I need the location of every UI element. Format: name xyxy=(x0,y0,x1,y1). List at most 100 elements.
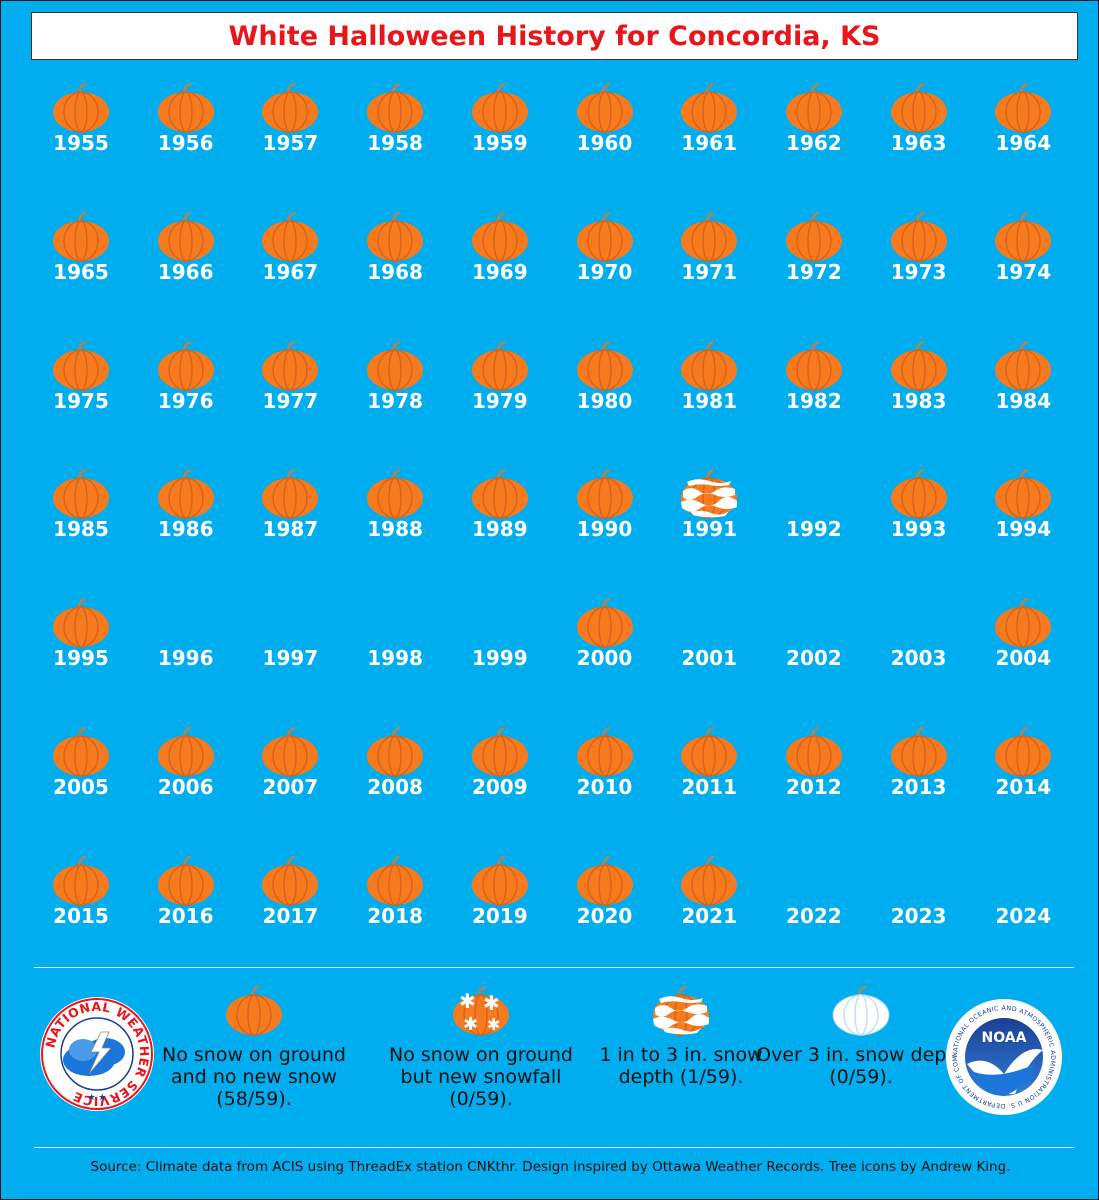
year-cell: 2002 xyxy=(764,598,864,708)
year-label: 1969 xyxy=(471,259,528,284)
year-cell: 1959 xyxy=(450,82,550,193)
year-cell: 2000 xyxy=(555,597,655,708)
year-label: 1996 xyxy=(157,646,214,671)
year-cell: 1955 xyxy=(31,82,131,193)
pumpkin-icon xyxy=(51,211,111,262)
pumpkin-icon xyxy=(993,597,1053,648)
pumpkin-icon xyxy=(470,211,530,262)
year-cell: 1971 xyxy=(659,211,759,322)
year-label: 2016 xyxy=(157,903,214,928)
year-label: 1964 xyxy=(995,131,1052,155)
year-label: 2017 xyxy=(262,903,319,928)
year-cell: 1962 xyxy=(764,82,864,193)
year-label: 1962 xyxy=(786,131,842,155)
year-label: 2005 xyxy=(53,775,109,799)
year-cell: 2019 xyxy=(450,855,550,966)
year-label: 1973 xyxy=(890,259,947,284)
title-box: White Halloween History for Concordia, K… xyxy=(31,12,1078,60)
year-label: 1991 xyxy=(681,517,738,542)
year-cell: 2003 xyxy=(869,598,969,708)
year-label: 1982 xyxy=(786,388,842,413)
year-cell: 1997 xyxy=(240,598,340,708)
year-label: 1972 xyxy=(786,259,842,284)
year-label: 2004 xyxy=(995,646,1052,671)
pumpkin-icon xyxy=(156,855,216,906)
year-cell: 2004 xyxy=(973,597,1073,708)
year-label: 1988 xyxy=(367,517,423,542)
pumpkin-icon xyxy=(365,855,425,906)
year-cell: 1978 xyxy=(345,340,445,451)
pumpkin-icon xyxy=(679,211,739,262)
year-label: 1955 xyxy=(53,131,109,155)
pumpkin-icon xyxy=(260,340,320,391)
pumpkin-icon xyxy=(156,340,216,391)
year-label: 2001 xyxy=(681,646,738,671)
year-label: 2010 xyxy=(576,775,633,799)
year-cell: 1986 xyxy=(136,468,236,579)
pumpkin-icon xyxy=(470,726,530,777)
year-cell: 2010 xyxy=(555,726,655,837)
year-cell: 1969 xyxy=(450,211,550,322)
year-label: 2015 xyxy=(53,903,109,928)
pumpkin-icon xyxy=(365,726,425,777)
pumpkin-icon xyxy=(784,82,844,133)
legend-text: No snow on ground and no new snow (58/59… xyxy=(162,1044,346,1110)
year-label: 2006 xyxy=(157,775,214,799)
year-cell: 2001 xyxy=(659,598,759,708)
year-cell: 1974 xyxy=(973,211,1073,322)
year-cell: 1975 xyxy=(31,340,131,451)
pumpkin-icon xyxy=(889,726,949,777)
year-label: 1992 xyxy=(786,517,842,542)
year-cell: 1981 xyxy=(659,340,759,451)
year-label: 2009 xyxy=(471,775,528,799)
year-label: 1967 xyxy=(262,259,319,284)
year-label: 2019 xyxy=(471,903,528,928)
year-label: 1959 xyxy=(471,131,528,155)
year-cell: 2020 xyxy=(555,855,655,966)
year-label: 1966 xyxy=(157,259,214,284)
year-cell: 1993 xyxy=(869,468,969,579)
year-label: 1989 xyxy=(471,517,528,542)
year-cell: 2022 xyxy=(764,856,864,966)
pumpkin-icon xyxy=(51,726,111,777)
year-label: 1994 xyxy=(995,517,1052,542)
pumpkin-icon xyxy=(51,468,111,520)
noaa-logo: NOAA NATIONAL OCEANIC AND ATMOSPHERIC AD… xyxy=(942,993,1063,1116)
year-cell: 2018 xyxy=(345,855,445,966)
pumpkin-icon xyxy=(575,597,635,648)
pumpkin-icon xyxy=(51,855,111,906)
year-cell: 2013 xyxy=(869,726,969,837)
year-cell: 1995 xyxy=(31,597,131,708)
pumpkin-icon xyxy=(51,340,111,391)
year-label: 1961 xyxy=(681,131,738,155)
year-label: 1999 xyxy=(471,646,528,671)
pumpkin-icon xyxy=(156,468,216,520)
year-label: 1978 xyxy=(367,388,423,413)
pumpkin-icon xyxy=(156,211,216,262)
year-cell: 1994 xyxy=(973,468,1073,579)
pumpkin-icon xyxy=(365,211,425,262)
year-label: 1990 xyxy=(576,517,633,542)
pumpkin-icon xyxy=(365,468,425,520)
year-cell: 2021 xyxy=(659,855,759,966)
pumpkin-icon xyxy=(784,211,844,262)
year-label: 1971 xyxy=(681,259,738,284)
pumpkin-icon xyxy=(993,82,1053,133)
year-label: 2023 xyxy=(890,903,947,928)
year-cell: 1976 xyxy=(136,340,236,451)
year-cell: 2007 xyxy=(240,726,340,837)
year-label: 1974 xyxy=(995,259,1052,284)
pumpkin-icon xyxy=(260,468,320,520)
pumpkin-icon xyxy=(470,82,530,133)
snowflake-pumpkin-icon: ✱ ✱ ✱ ✱ xyxy=(451,985,511,1036)
page-title: White Halloween History for Concordia, K… xyxy=(228,20,881,52)
year-label: 1965 xyxy=(53,259,109,284)
pumpkin-icon xyxy=(679,340,739,391)
year-label: 2011 xyxy=(681,775,738,799)
year-cell: 1965 xyxy=(31,211,131,322)
year-label: 2002 xyxy=(786,646,842,671)
year-label: 1976 xyxy=(157,388,214,413)
pumpkin-icon xyxy=(365,340,425,391)
year-cell: 1957 xyxy=(240,82,340,193)
year-label: 1975 xyxy=(53,388,109,413)
